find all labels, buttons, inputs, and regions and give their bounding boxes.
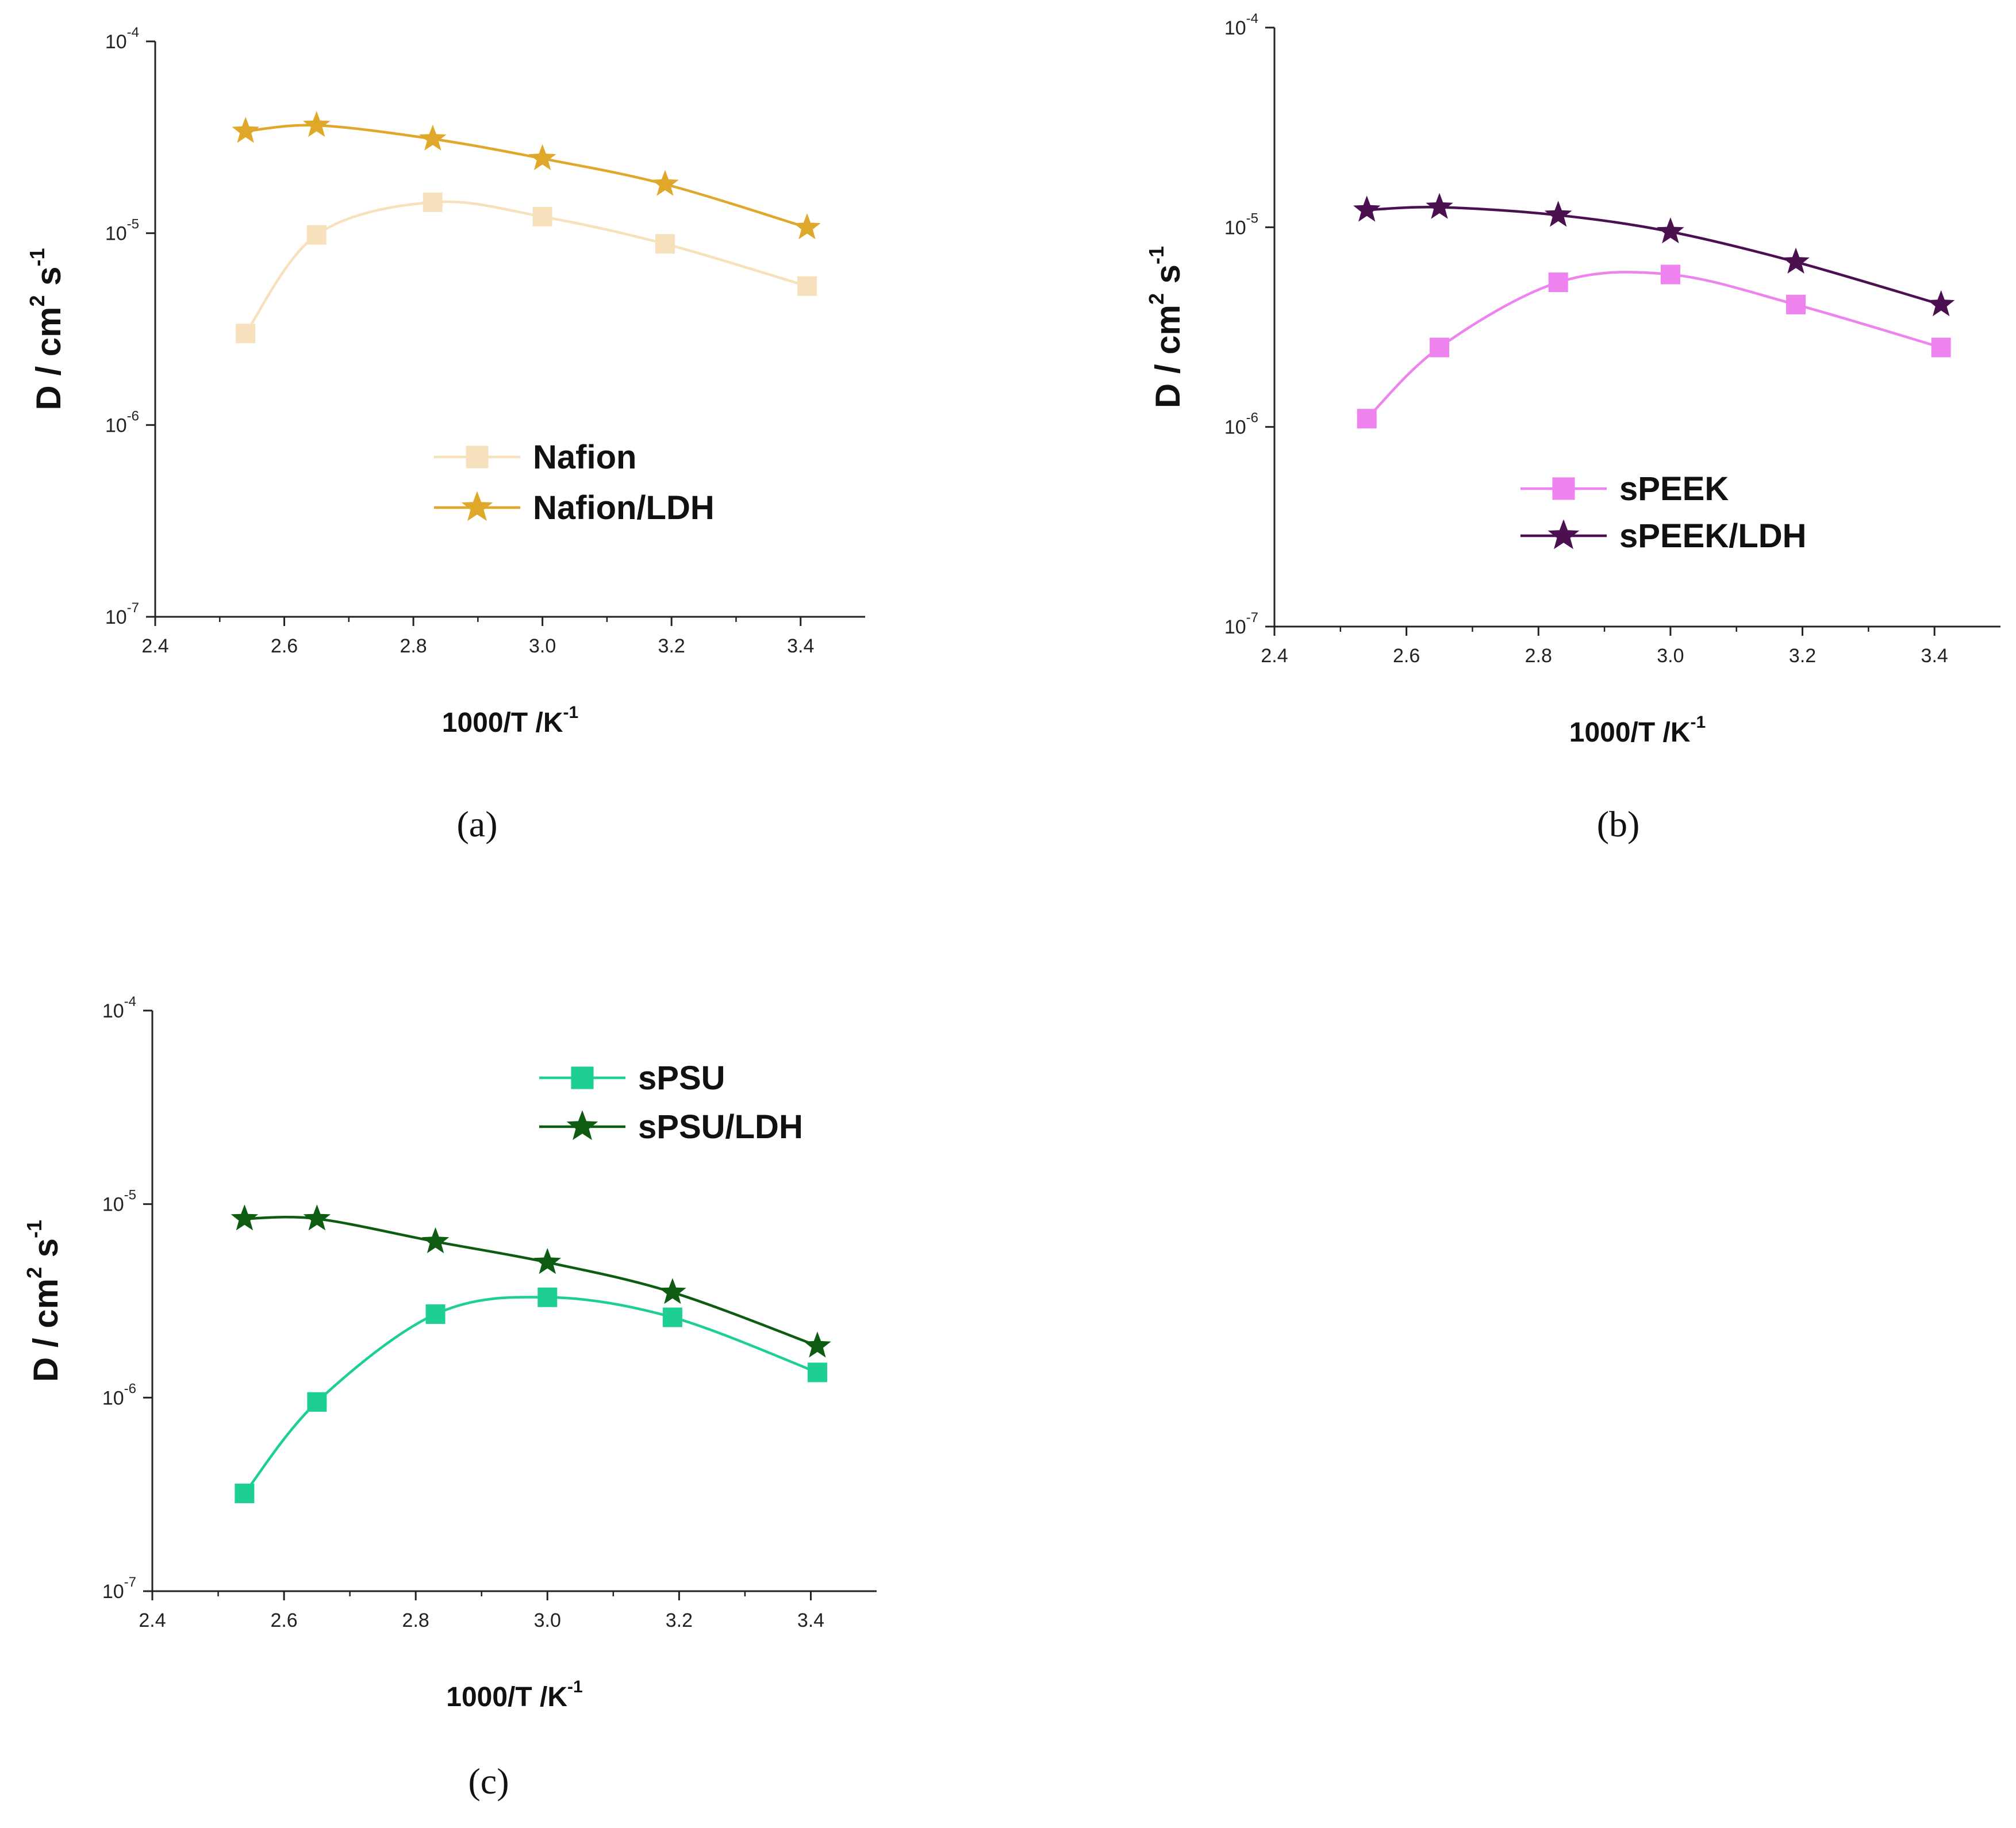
data-point bbox=[532, 206, 552, 226]
x-tick-label: 2.6 bbox=[271, 635, 298, 657]
x-tick-label: 3.2 bbox=[1789, 645, 1816, 667]
x-tick-label: 3.4 bbox=[787, 635, 814, 657]
legend-label: sPSU bbox=[638, 1059, 725, 1097]
series-line-speek bbox=[1366, 271, 1942, 420]
legend-marker bbox=[461, 491, 493, 521]
x-tick-label: 3.0 bbox=[534, 1610, 561, 1631]
legend-marker bbox=[466, 446, 489, 468]
x-tick-label: 2.6 bbox=[270, 1610, 297, 1631]
x-axis-title: 1000/T /K-1 bbox=[1569, 713, 1706, 748]
legend-marker bbox=[1547, 519, 1580, 550]
x-axis-title: 1000/T /K-1 bbox=[446, 1677, 582, 1712]
x-tick-label: 2.8 bbox=[400, 635, 427, 657]
y-axis-title: D / cm2 s-1 bbox=[25, 248, 68, 410]
y-tick-label: 10-6 bbox=[1224, 410, 1258, 439]
data-point bbox=[1786, 294, 1806, 314]
series-line-nafion bbox=[244, 200, 808, 335]
y-tick-label: 10-7 bbox=[102, 1574, 136, 1603]
x-tick-label: 2.8 bbox=[402, 1610, 429, 1631]
data-point bbox=[1660, 264, 1680, 285]
data-point bbox=[1430, 337, 1450, 358]
data-point bbox=[423, 192, 443, 212]
data-point bbox=[1357, 409, 1377, 429]
panel-label: (c) bbox=[468, 1761, 509, 1802]
x-tick-label: 2.8 bbox=[1525, 645, 1552, 667]
legend-marker bbox=[571, 1066, 594, 1089]
legend-label: sPEEK/LDH bbox=[1619, 517, 1807, 555]
data-point bbox=[651, 170, 679, 196]
data-point bbox=[662, 1307, 682, 1327]
series-line-spsu bbox=[243, 1296, 818, 1495]
data-point bbox=[655, 234, 675, 254]
data-point bbox=[533, 1248, 561, 1274]
chart-panel-a: 2.4 2.6 2.8 3.0 3.2 3.4 10-7 10-6 10-5 10-4 1000/T… bbox=[25, 25, 865, 844]
x-tick-label: 3.2 bbox=[666, 1610, 693, 1631]
x-tick-label: 3.4 bbox=[1921, 645, 1948, 667]
y-tick-label: 10-5 bbox=[102, 1188, 136, 1216]
data-point bbox=[303, 1204, 331, 1231]
data-point bbox=[807, 1362, 827, 1382]
x-tick-label: 3.0 bbox=[1657, 645, 1684, 667]
data-point bbox=[1544, 201, 1572, 227]
x-axis-title: 1000/T /K-1 bbox=[442, 703, 578, 738]
data-point bbox=[797, 276, 817, 296]
data-point bbox=[1353, 195, 1381, 222]
panel-label: (b) bbox=[1597, 804, 1640, 844]
x-tick-label: 2.6 bbox=[1393, 645, 1420, 667]
data-point bbox=[1927, 290, 1955, 317]
data-point bbox=[1548, 272, 1568, 293]
data-point bbox=[804, 1331, 831, 1358]
series-line-spsu-ldh bbox=[244, 1215, 818, 1347]
data-point bbox=[419, 124, 447, 151]
data-point bbox=[425, 1304, 446, 1324]
data-point bbox=[659, 1278, 686, 1304]
y-tick-label: 10-7 bbox=[1224, 610, 1258, 638]
legend-label: sPEEK bbox=[1619, 470, 1729, 508]
y-tick-label: 10-5 bbox=[1224, 210, 1258, 239]
y-tick-label: 10-5 bbox=[105, 217, 139, 245]
data-point bbox=[1657, 217, 1684, 244]
x-tick-label: 2.4 bbox=[141, 635, 168, 657]
data-point bbox=[528, 144, 556, 170]
data-point bbox=[1426, 193, 1453, 219]
data-point bbox=[236, 324, 256, 344]
y-tick-label: 10-7 bbox=[105, 600, 139, 628]
data-point bbox=[793, 213, 821, 240]
data-point bbox=[232, 117, 259, 143]
y-tick-label: 10-4 bbox=[102, 994, 136, 1022]
x-tick-label: 2.4 bbox=[139, 1610, 166, 1631]
y-tick-label: 10-6 bbox=[102, 1381, 136, 1409]
panel-label: (a) bbox=[456, 804, 497, 844]
data-point bbox=[231, 1204, 259, 1231]
legend-label: Nafion bbox=[533, 439, 636, 476]
x-tick-label: 3.0 bbox=[529, 635, 556, 657]
data-point bbox=[235, 1483, 255, 1503]
series-line-speek-ldh bbox=[1366, 206, 1942, 306]
data-point bbox=[421, 1227, 450, 1254]
chart-panel-b: 2.4 2.6 2.8 3.0 3.2 3.4 10-7 10-6 10-5 10-4 1000/T… bbox=[1145, 11, 2000, 844]
y-tick-label: 10-4 bbox=[1224, 11, 1258, 39]
data-point bbox=[302, 111, 331, 137]
y-axis-title: D / cm2 s-1 bbox=[1145, 246, 1187, 408]
legend-marker bbox=[566, 1110, 598, 1140]
y-tick-label: 10-4 bbox=[105, 25, 139, 53]
legend-marker bbox=[1552, 477, 1575, 500]
data-point bbox=[1782, 247, 1810, 274]
legend-label: Nafion/LDH bbox=[533, 489, 715, 527]
x-tick-label: 2.4 bbox=[1261, 645, 1288, 667]
data-point bbox=[307, 1392, 327, 1412]
data-point bbox=[537, 1287, 558, 1307]
x-tick-label: 3.2 bbox=[658, 635, 685, 657]
chart-panel-c: 2.4 2.6 2.8 3.0 3.2 3.4 10-7 10-6 10-5 10-4 1000/T… bbox=[22, 994, 877, 1802]
y-axis-title: D / cm2 s-1 bbox=[22, 1220, 65, 1382]
legend-label: sPSU/LDH bbox=[638, 1108, 803, 1146]
x-tick-label: 3.4 bbox=[797, 1610, 824, 1631]
y-tick-label: 10-6 bbox=[105, 408, 139, 436]
data-point bbox=[1931, 337, 1951, 358]
data-point bbox=[306, 225, 327, 245]
